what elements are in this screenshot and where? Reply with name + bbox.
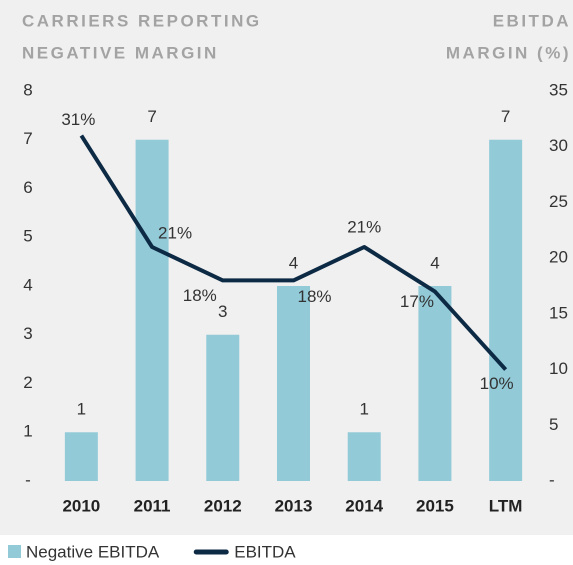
bar bbox=[64, 432, 98, 481]
line-value-label: 21% bbox=[347, 217, 381, 236]
y2-tick-label: 10 bbox=[549, 359, 568, 378]
y-tick-label: - bbox=[25, 470, 31, 489]
bar-value-label: 7 bbox=[147, 107, 156, 126]
y-axis-label: CARRIERS REPORTING bbox=[22, 11, 262, 30]
bar-value-label: 7 bbox=[501, 107, 510, 126]
bar-value-label: 4 bbox=[430, 253, 439, 272]
x-tick-label: 2010 bbox=[62, 496, 100, 515]
line-value-label: 18% bbox=[183, 286, 217, 305]
y2-axis-label: MARGIN (%) bbox=[446, 43, 571, 62]
line-value-label: 31% bbox=[61, 110, 95, 129]
y-tick-label: 7 bbox=[23, 129, 32, 148]
legend-swatch bbox=[8, 545, 21, 558]
x-tick-label: 2015 bbox=[416, 496, 454, 515]
bar bbox=[277, 286, 310, 481]
y-tick-label: 5 bbox=[23, 227, 32, 246]
y-axis-label: NEGATIVE MARGIN bbox=[22, 43, 219, 62]
y2-tick-label: 35 bbox=[549, 80, 568, 99]
y-tick-label: 1 bbox=[23, 422, 32, 441]
y2-axis-label: EBITDA bbox=[493, 11, 571, 30]
y-tick-label: 6 bbox=[23, 178, 32, 197]
y-tick-label: 4 bbox=[23, 275, 32, 294]
legend-label: EBITDA bbox=[234, 542, 296, 561]
x-tick-label: 2014 bbox=[345, 496, 383, 515]
bar bbox=[418, 286, 452, 481]
bar-value-label: 1 bbox=[359, 400, 368, 419]
line-value-label: 21% bbox=[158, 223, 192, 242]
legend-label: Negative EBITDA bbox=[26, 542, 160, 561]
y2-tick-label: - bbox=[549, 470, 555, 489]
x-tick-label: 2011 bbox=[134, 496, 171, 515]
x-tick-label: 2013 bbox=[275, 496, 313, 515]
y-tick-label: 2 bbox=[23, 373, 32, 392]
bar-value-label: 1 bbox=[77, 400, 86, 419]
y-tick-label: 8 bbox=[23, 80, 32, 99]
bar bbox=[489, 139, 523, 481]
x-tick-label: 2012 bbox=[204, 496, 242, 515]
y2-tick-label: 25 bbox=[549, 192, 568, 211]
bar bbox=[347, 432, 381, 481]
line-value-label: 17% bbox=[400, 292, 434, 311]
y2-tick-label: 20 bbox=[549, 248, 568, 267]
y-tick-label: 3 bbox=[23, 324, 32, 343]
x-tick-label: LTM bbox=[489, 496, 523, 515]
bar-value-label: 4 bbox=[289, 253, 298, 272]
bar bbox=[135, 139, 169, 481]
line-value-label: 18% bbox=[297, 287, 331, 306]
bar-value-label: 3 bbox=[218, 302, 227, 321]
line-value-label: 10% bbox=[480, 374, 514, 393]
y2-tick-label: 15 bbox=[549, 303, 568, 322]
y2-tick-label: 5 bbox=[549, 415, 558, 434]
bar bbox=[206, 334, 240, 481]
y2-tick-label: 30 bbox=[549, 136, 568, 155]
line bbox=[79, 134, 508, 371]
